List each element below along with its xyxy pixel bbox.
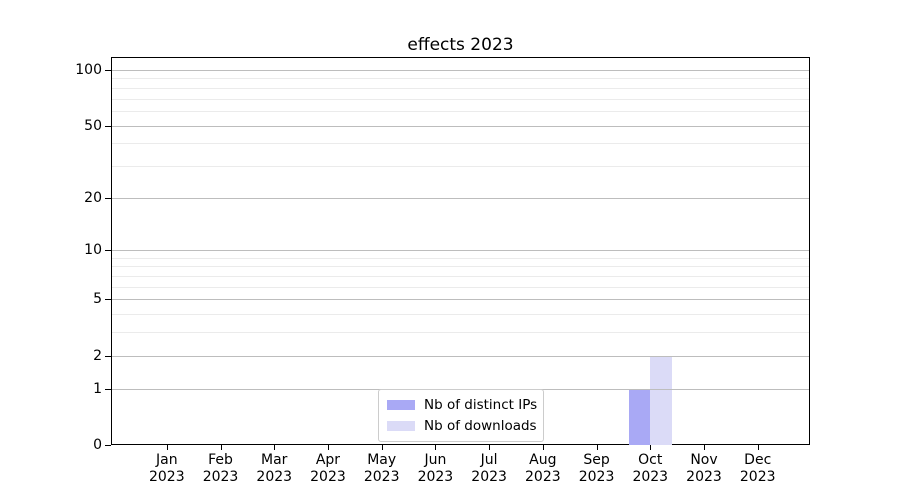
bar-distinct-ips [628,388,651,445]
y-tick-label: 50 [84,117,102,134]
bar-downloads [650,355,672,445]
legend-swatch-distinct-ips [387,400,415,410]
x-tick [166,445,168,450]
y-tick-label: 100 [75,62,102,78]
x-tick-label: Jul 2023 [471,452,507,485]
gridline-minor [112,314,809,316]
legend-swatch-downloads [387,421,415,431]
legend-label: Nb of downloads [424,418,537,434]
y-tick [105,445,111,446]
x-tick-label: Aug 2023 [525,452,561,485]
x-tick-label: Oct 2023 [632,452,669,485]
y-tick-label: 2 [93,347,102,364]
y-tick-label: 5 [93,291,102,308]
legend: Nb of distinct IPs Nb of downloads [378,389,544,442]
y-tick [105,299,111,301]
y-tick [105,355,111,357]
legend-item: Nb of distinct IPs [387,397,538,413]
y-tick-label: 1 [93,380,102,397]
y-tick [105,125,111,127]
x-tick [435,445,437,450]
gridline-minor [112,165,809,167]
plot-area [111,57,810,445]
x-tick-label: Feb 2023 [202,452,239,485]
y-tick-label: 10 [84,242,102,259]
gridline-minor [112,332,809,334]
gridline-minor [112,286,809,288]
x-tick-label: May 2023 [363,452,400,485]
x-tick [220,445,222,450]
gridline-major [112,299,809,301]
gridline-minor [112,98,809,100]
gridline-major [112,125,809,127]
gridline-minor [112,78,809,80]
x-tick [327,445,329,450]
legend-label: Nb of distinct IPs [424,397,538,413]
gridline-minor [112,87,809,89]
x-tick-label: Sep 2023 [578,452,615,485]
x-tick [704,445,705,450]
gridline-minor [112,276,809,278]
x-tick [650,445,652,450]
y-tick [105,250,111,252]
gridline-major [112,70,809,71]
gridline-major [112,197,809,199]
y-tick [105,197,111,199]
x-tick [596,445,598,450]
x-tick-label: Mar 2023 [256,452,293,485]
x-tick [274,445,276,450]
chart-title: effects 2023 [407,35,514,55]
x-tick-label: Apr 2023 [310,452,346,485]
gridline-major [112,355,809,357]
y-tick-label: 20 [84,189,102,206]
y-tick-label: 0 [93,437,102,453]
y-tick [105,388,111,390]
legend-item: Nb of downloads [387,418,537,434]
gridline-minor [112,143,809,145]
gridline-minor [112,110,809,112]
x-tick-label: Jun 2023 [417,452,454,485]
x-tick-label: Jan 2023 [148,452,185,485]
gridline-major [112,250,809,252]
x-tick-label: Dec 2023 [739,452,776,485]
x-tick [489,445,491,450]
y-tick [105,70,111,71]
gridline-minor [112,257,809,259]
x-tick [542,445,544,450]
x-tick-label: Nov 2023 [686,452,722,485]
x-tick [757,445,759,450]
x-tick [381,445,383,450]
gridline-minor [112,266,809,268]
